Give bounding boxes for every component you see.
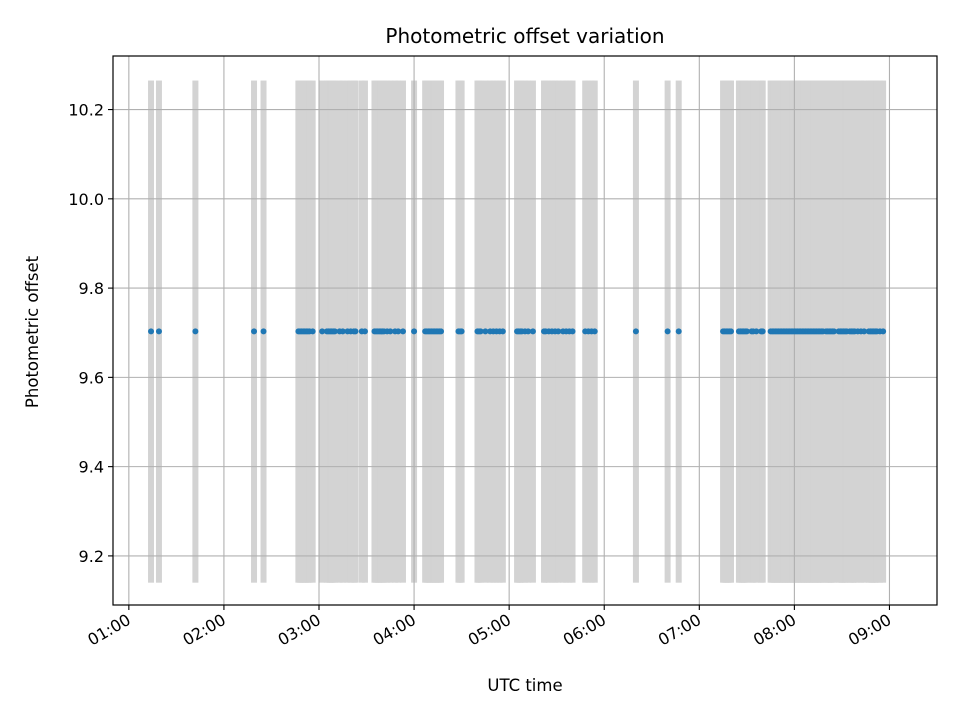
data-point (831, 328, 837, 335)
data-point (411, 328, 418, 335)
data-points (148, 328, 887, 335)
x-axis-label: UTC time (487, 676, 562, 695)
data-point (331, 328, 338, 335)
y-tick-label: 9.6 (79, 368, 104, 387)
y-tick-label: 10.2 (68, 101, 104, 120)
data-point (192, 328, 199, 335)
data-point (743, 328, 750, 335)
data-point (759, 328, 766, 335)
data-point (251, 328, 258, 335)
data-point (361, 328, 368, 335)
data-point (399, 328, 406, 335)
y-tick-label: 9.8 (79, 279, 104, 298)
data-point (728, 328, 734, 335)
y-axis-ticks: 9.2 9.4 9.6 9.8 10.0 10.2 (68, 101, 113, 566)
data-point (339, 328, 346, 335)
data-point (395, 328, 402, 335)
data-point (438, 328, 445, 335)
y-axis-label: Photometric offset (23, 255, 42, 408)
data-point (591, 328, 598, 335)
data-point (664, 328, 671, 335)
chart-title: Photometric offset variation (385, 24, 664, 48)
data-point (309, 328, 316, 335)
data-point (352, 328, 359, 335)
data-point (148, 328, 155, 335)
data-point (632, 328, 639, 335)
y-tick-label: 9.2 (79, 547, 104, 566)
data-point (569, 328, 576, 335)
data-point (387, 328, 394, 335)
data-point (260, 328, 267, 335)
grid-lines (113, 56, 937, 605)
data-point (155, 328, 162, 335)
data-point (880, 328, 887, 335)
data-point (529, 328, 536, 335)
data-point (499, 328, 506, 335)
data-point (458, 328, 465, 335)
data-point (319, 328, 326, 335)
data-point (477, 328, 484, 335)
data-point (675, 328, 682, 335)
data-point (482, 328, 489, 335)
y-tick-label: 10.0 (68, 190, 104, 209)
data-point (525, 328, 532, 335)
y-tick-label: 9.4 (79, 458, 104, 477)
data-point (753, 328, 760, 335)
axes-frame (112, 55, 938, 606)
data-point (861, 328, 868, 335)
axes-border (112, 55, 938, 606)
data-point (555, 328, 562, 335)
